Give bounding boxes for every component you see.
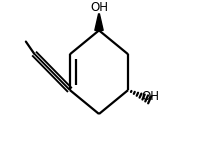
Polygon shape: [95, 14, 103, 30]
Text: OH: OH: [90, 1, 108, 14]
Text: OH: OH: [142, 90, 160, 103]
